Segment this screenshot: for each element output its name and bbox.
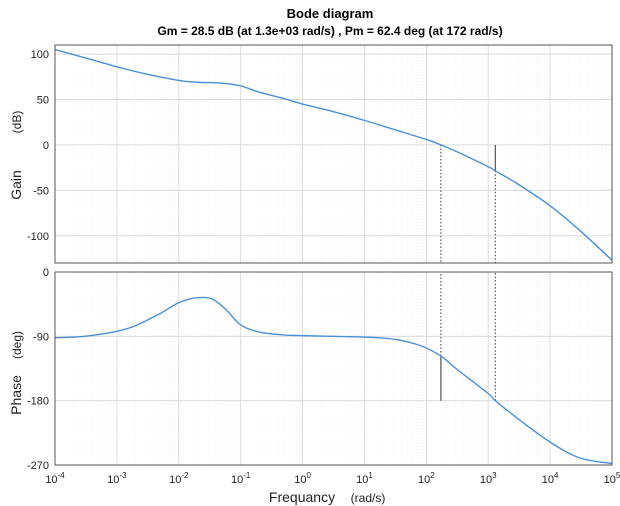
gain-axes-frame [54, 44, 613, 264]
phase-plot-area [55, 272, 612, 465]
gain-ylabel-group: Gain (dB) [8, 111, 24, 200]
phase-xtick-label: 10-2 [169, 471, 189, 486]
phase-series-line [54, 296, 613, 465]
gain-ytick-label: -100 [27, 231, 49, 243]
phase-ylabel: Phase [8, 375, 24, 415]
xlabel: Frequancy [269, 489, 335, 505]
gain-series-line [54, 48, 613, 261]
gain-panel: 100 50 0 -50 -100 [27, 44, 613, 264]
gain-ylabel: Gain [8, 170, 24, 200]
phase-xtick-label: 10-3 [107, 471, 127, 486]
phase-ytick-label: -270 [27, 460, 49, 472]
gain-ytick-label: 0 [43, 140, 49, 152]
chart-title: Bode diagram [287, 6, 374, 21]
gain-yunit: (dB) [10, 111, 24, 134]
phase-xtick-label: 101 [356, 471, 373, 486]
phase-ytick-label: -180 [27, 396, 49, 408]
phase-xtick-label: 104 [542, 471, 559, 486]
phase-yunit: (deg) [10, 331, 24, 359]
xunit: (rad/s) [351, 491, 386, 505]
phase-ylabel-group: Phase (deg) [8, 331, 24, 415]
phase-axes-frame [54, 271, 613, 466]
gain-ytick-label: 50 [37, 95, 49, 107]
phase-xtick-label: 10-4 [45, 471, 65, 486]
phase-xtick-label: 10-1 [231, 471, 251, 486]
phase-xtick-label: 102 [418, 471, 435, 486]
phase-xtick-label: 100 [294, 471, 311, 486]
phase-xtick-label: 105 [604, 471, 620, 486]
phase-xtick-label: 103 [480, 471, 497, 486]
chart-subtitle: Gm = 28.5 dB (at 1.3e+03 rad/s) , Pm = 6… [157, 24, 502, 38]
phase-ytick-label: 0 [43, 267, 49, 279]
phase-ytick-label: -90 [33, 331, 49, 343]
gain-plot-area [55, 45, 612, 263]
gain-ytick-label: 100 [31, 49, 49, 61]
gain-ytick-label: -50 [33, 185, 49, 197]
